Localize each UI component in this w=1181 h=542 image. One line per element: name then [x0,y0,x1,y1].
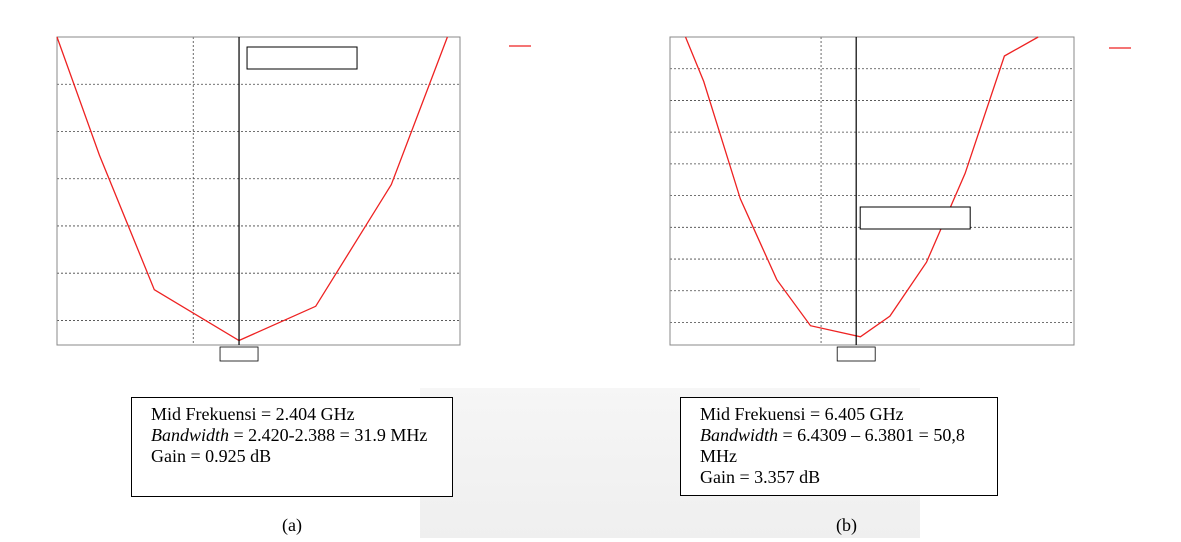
bandwidth-text: Bandwidth = 2.420-2.388 = 31.9 MHz [151,425,442,446]
vswr-chart-b [669,36,1131,362]
series-line-vswr1 [56,36,449,342]
gain-text: Gain = 3.357 dB [700,467,821,487]
marker-tick-box [219,346,259,362]
mid-frequency-text: Mid Frekuensi = 6.405 GHz [700,404,904,424]
bandwidth-value: = 6.4309 – 6.3801 = 50,8 MHz [700,425,965,466]
info-box-a: Mid Frekuensi = 2.404 GHz Bandwidth = 2.… [131,397,453,497]
plot-frame [56,36,461,346]
caption-b: (b) [836,515,857,535]
bandwidth-label: Bandwidth [151,425,230,445]
marker-tick-box [836,346,876,362]
series-line-vswr1 [684,36,1039,338]
marker-label-box [859,206,971,230]
bandwidth-value: = 2.420-2.388 = 31.9 MHz [229,425,428,445]
gain-text: Gain = 0.925 dB [151,446,272,466]
info-box-b: Mid Frekuensi = 6.405 GHz Bandwidth = 6.… [680,397,998,496]
marker-label-box [246,46,358,70]
mid-frequency-text: Mid Frekuensi = 2.404 GHz [151,404,355,424]
plot-frame [669,36,1075,346]
bandwidth-label: Bandwidth [700,425,779,445]
vswr-chart-a [56,36,531,362]
bandwidth-text: Bandwidth = 6.4309 – 6.3801 = 50,8 MHz [700,425,987,467]
caption-a: (a) [282,515,302,535]
